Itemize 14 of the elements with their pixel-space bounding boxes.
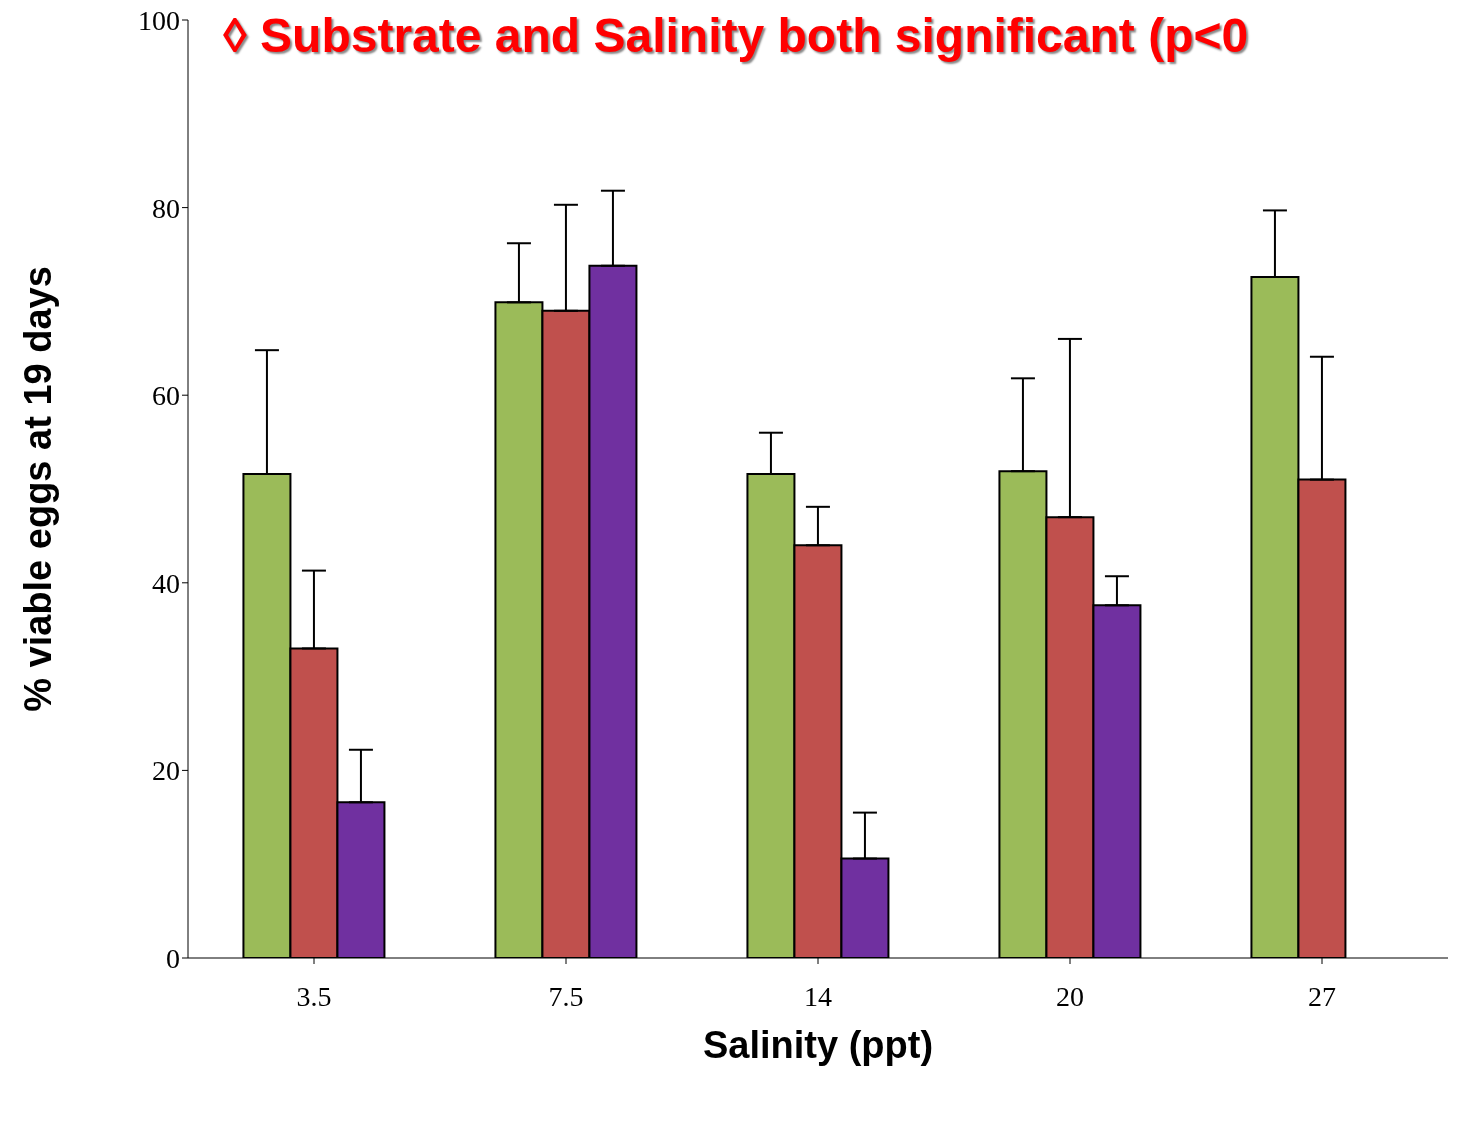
- y-tick-label: 20: [152, 755, 180, 787]
- x-tick-label: 7.5: [548, 980, 584, 1012]
- chart-title: ◊ Substrate and Salinity both significant (p<0: [223, 8, 1249, 63]
- y-tick-label: 100: [138, 4, 180, 36]
- y-tick-label: 80: [152, 192, 180, 224]
- y-axis-title: % viable eggs at 19 days: [17, 266, 60, 712]
- x-axis-title: Salinity (ppt): [702, 1024, 934, 1066]
- x-tick-label: 20: [1056, 980, 1084, 1012]
- y-tick-label: 40: [152, 567, 180, 599]
- x-tick-label: 27: [1308, 980, 1336, 1012]
- y-tick-label: 0: [166, 942, 180, 974]
- x-tick-label: 3.5: [296, 980, 332, 1012]
- x-tick-label: 14: [804, 980, 832, 1012]
- y-tick-label: 60: [152, 380, 180, 412]
